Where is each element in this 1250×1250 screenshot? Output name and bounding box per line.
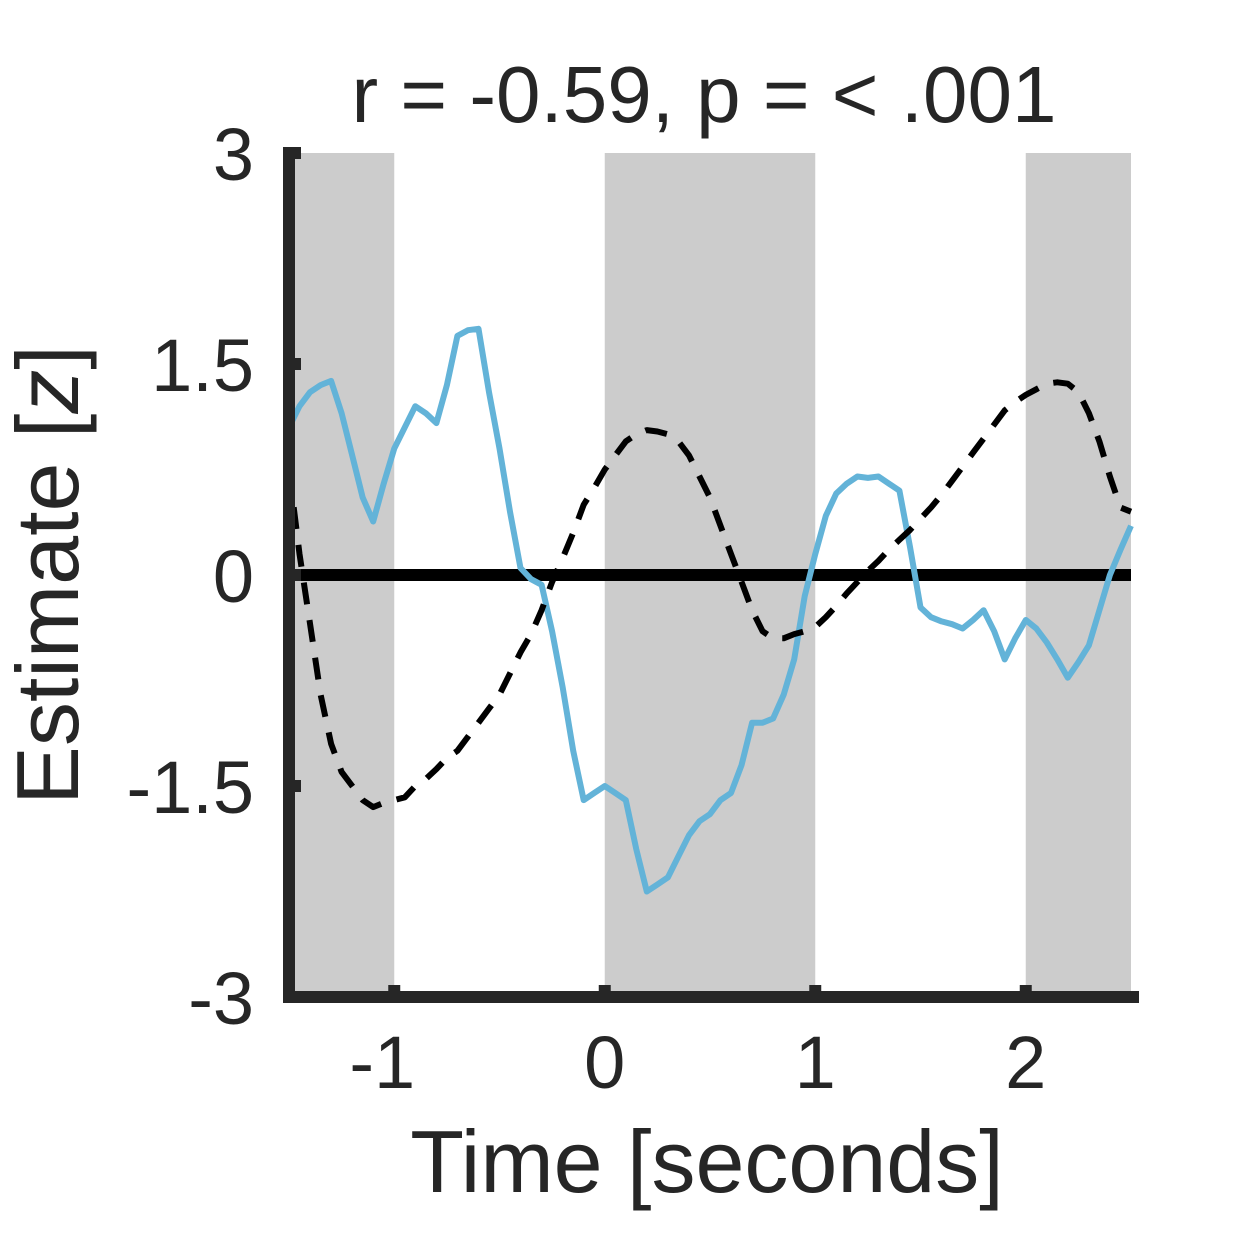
y-tick-label: -3 [188, 957, 254, 1040]
x-tick-label: 0 [584, 1021, 625, 1104]
y-tick-label: -1.5 [126, 746, 254, 829]
solid-series-line [286, 325, 1134, 895]
axes [283, 147, 1139, 1003]
y-tick-label: 0 [213, 535, 254, 618]
dashed-series-line [286, 379, 1133, 811]
series-lines [286, 325, 1134, 895]
tick-labels: -3 -1.5 0 1.5 3 -1 0 1 2 [126, 113, 1046, 1104]
y-axis-label-variable: z [0, 370, 97, 415]
x-tick-label: -1 [349, 1021, 415, 1104]
x-axis-label: Time [seconds] [410, 1112, 1003, 1211]
x-tick-label: 2 [1005, 1021, 1046, 1104]
chart-title: r = -0.59, p = < .001 [352, 50, 1057, 139]
y-axis-label-main: Estimate [ [0, 414, 97, 805]
y-tick-label: 1.5 [151, 324, 254, 407]
y-axis-label: Estimate [z] [0, 345, 97, 805]
x-tick-label: 1 [795, 1021, 836, 1104]
y-axis-label-close: ] [0, 345, 97, 369]
y-tick-label: 3 [213, 113, 254, 196]
